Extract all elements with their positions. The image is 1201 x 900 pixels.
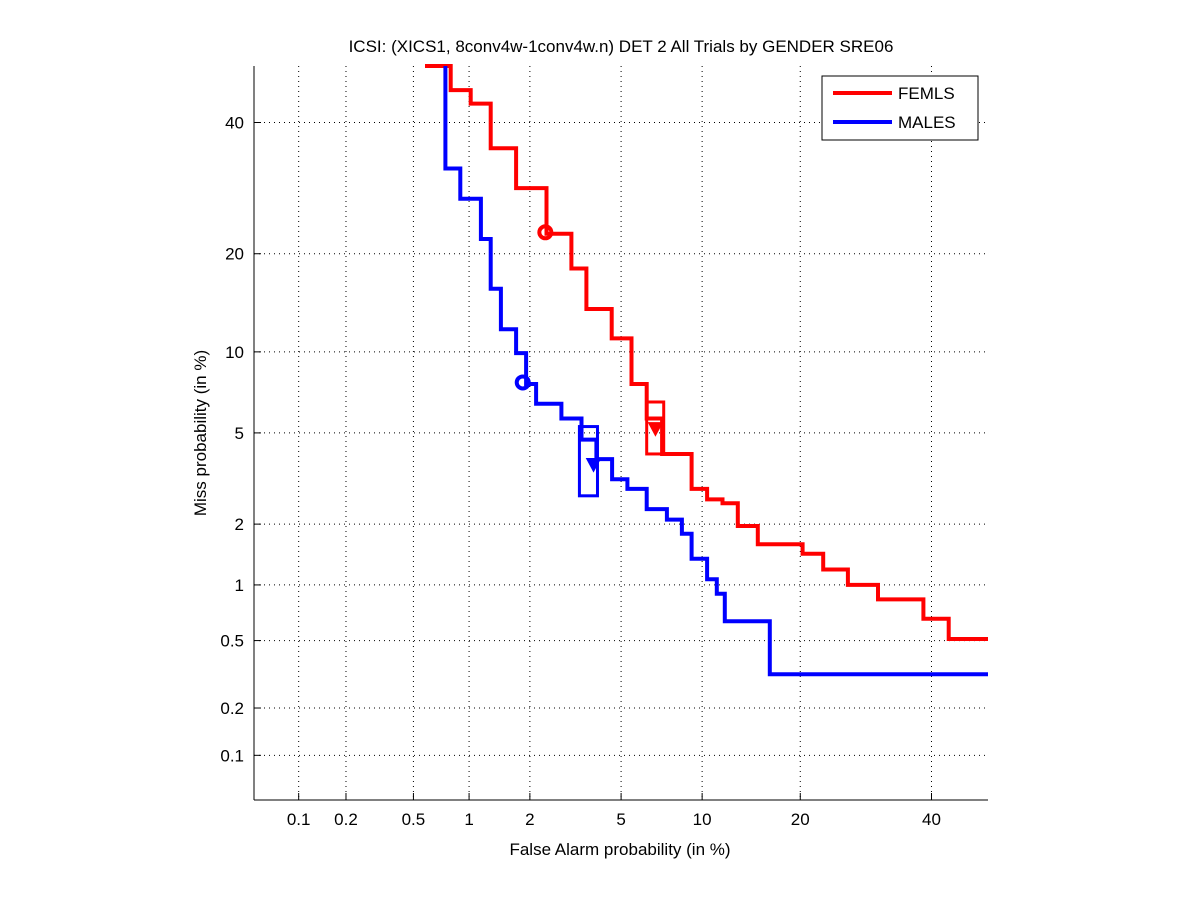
- y-tick-label: 2: [235, 515, 244, 534]
- y-tick-label: 40: [225, 114, 244, 133]
- x-tick-label: 0.5: [402, 810, 426, 829]
- x-tick-label: 2: [525, 810, 534, 829]
- plot-area: [254, 66, 988, 800]
- y-tick-label: 0.1: [220, 746, 244, 765]
- actual-dcf-marker-males: [585, 458, 602, 473]
- x-tick-label: 0.2: [334, 810, 358, 829]
- y-tick-label: 1: [235, 576, 244, 595]
- x-tick-label: 1: [464, 810, 473, 829]
- legend: FEMLS MALES: [821, 75, 979, 141]
- min-dcf-marker-males: [514, 374, 531, 391]
- x-axis-title: False Alarm probability (in %): [509, 840, 730, 859]
- x-tick-label: 5: [616, 810, 625, 829]
- legend-label-femls: FEMLS: [898, 84, 955, 103]
- y-tick-label: 0.2: [220, 699, 244, 718]
- y-axis-title: Miss probability (in %): [191, 350, 210, 516]
- series-line-femls: [425, 64, 988, 641]
- legend-label-males: MALES: [898, 113, 956, 132]
- x-tick-label: 40: [922, 810, 941, 829]
- y-tick-label: 0.5: [220, 632, 244, 651]
- series-line-males: [443, 66, 988, 677]
- min-dcf-marker-femls: [537, 224, 554, 241]
- chart-title: ICSI: (XICS1, 8conv4w-1conv4w.n) DET 2 A…: [349, 37, 894, 56]
- actual-dcf-marker-femls: [647, 422, 664, 437]
- y-tick-label: 5: [235, 424, 244, 443]
- x-tick-label: 10: [693, 810, 712, 829]
- x-tick-label: 0.1: [287, 810, 311, 829]
- y-tick-label: 20: [225, 245, 244, 264]
- y-tick-label: 10: [225, 343, 244, 362]
- x-tick-labels: 0.1 0.2 0.5 1 2 5 10 20 40: [287, 810, 941, 829]
- x-tick-label: 20: [791, 810, 810, 829]
- y-tick-labels: 0.1 0.2 0.5 1 2 5 10 20 40: [220, 114, 244, 766]
- series-layer: [425, 64, 988, 677]
- ticks: [254, 122, 932, 800]
- legend-box: [821, 75, 979, 141]
- confidence-box-femls: [645, 400, 666, 456]
